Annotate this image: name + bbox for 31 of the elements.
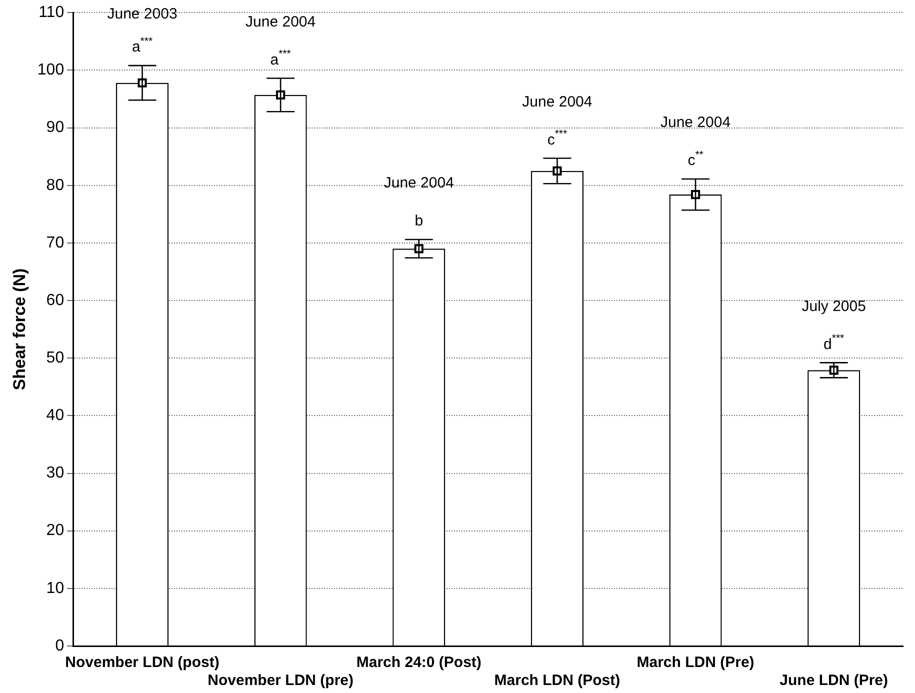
x-tick-label: March LDN (Pre) — [636, 654, 754, 672]
y-tick-label: 20 — [46, 522, 64, 540]
annotation: a*** — [270, 48, 291, 68]
y-tick-label: 40 — [46, 407, 64, 424]
y-tick-label: 100 — [37, 62, 64, 79]
annotation: June 2004 — [246, 13, 316, 30]
y-tick-label: 50 — [46, 349, 64, 366]
annotation: June 2004 — [522, 93, 592, 110]
y-axis-title: Shear force (N) — [10, 268, 29, 390]
x-tick-label: March 24:0 (Post) — [356, 654, 482, 672]
x-tick-label: November LDN (post) — [65, 654, 220, 672]
y-tick-label: 10 — [46, 580, 64, 597]
y-tick-label: 80 — [46, 176, 64, 194]
x-tick-label: March LDN (Post) — [494, 672, 620, 690]
annotation: c** — [688, 148, 704, 170]
x-tick-label: June LDN (Pre) — [780, 672, 888, 690]
annotation: June 2004 — [660, 114, 731, 132]
y-tick-label: 60 — [46, 292, 64, 309]
annotation: b — [414, 212, 424, 230]
x-tick-label: November LDN (pre) — [208, 672, 354, 690]
annotation: June 2004 — [384, 174, 454, 192]
y-tick-label: 90 — [46, 119, 64, 136]
annotation: June 2003 — [107, 6, 178, 23]
y-tick-label: 110 — [38, 4, 64, 22]
annotation: a*** — [132, 35, 153, 56]
annotation: July 2005 — [802, 298, 866, 315]
y-tick-label: 70 — [46, 234, 64, 252]
annotation: c*** — [547, 128, 568, 148]
y-tick-label: 0 — [55, 637, 64, 654]
y-tick-label: 30 — [46, 464, 64, 482]
annotation: d*** — [824, 332, 844, 353]
